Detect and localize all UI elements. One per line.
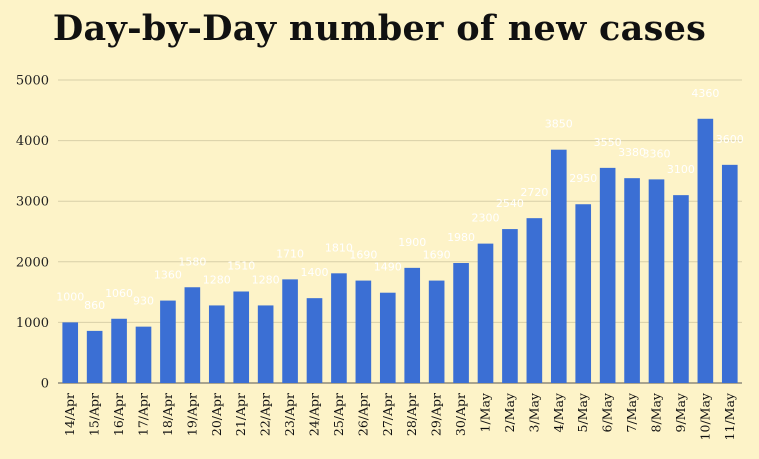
data-label: 1280 <box>203 273 231 286</box>
x-tick-label: 5/May <box>575 392 590 432</box>
x-tick-label: 18/Apr <box>160 393 175 436</box>
bar <box>160 300 176 383</box>
data-label: 1490 <box>374 261 402 274</box>
data-label: 3550 <box>594 136 622 149</box>
x-tick-label: 10/May <box>697 392 712 440</box>
data-label: 4360 <box>691 87 719 100</box>
bar <box>379 292 396 383</box>
x-tick-label: 25/Apr <box>331 393 346 436</box>
x-tick-label: 7/May <box>624 392 639 432</box>
data-label: 3100 <box>667 163 695 176</box>
data-label: 1810 <box>325 241 353 254</box>
x-tick-label: 30/Apr <box>453 393 468 436</box>
data-label: 1360 <box>154 269 182 282</box>
bar <box>184 287 201 383</box>
data-label: 1690 <box>423 249 451 262</box>
data-label: 1000 <box>56 290 84 303</box>
bar <box>721 164 738 383</box>
x-tick-label: 20/Apr <box>209 393 224 436</box>
bar <box>135 326 152 383</box>
bar <box>673 195 689 383</box>
data-label: 1280 <box>252 273 280 286</box>
x-tick-label: 6/May <box>600 392 615 432</box>
bar <box>62 322 79 383</box>
bar <box>697 118 714 383</box>
bar <box>550 149 567 383</box>
bar <box>453 263 469 383</box>
x-tick-label: 29/Apr <box>429 393 444 436</box>
x-tick-label: 16/Apr <box>111 393 126 436</box>
x-tick-label: 15/Apr <box>87 393 102 436</box>
x-tick-label: 4/May <box>551 392 566 432</box>
bar <box>575 204 592 383</box>
data-label: 1400 <box>301 266 329 279</box>
bar <box>331 273 347 383</box>
data-label: 3600 <box>716 133 744 146</box>
bar <box>526 218 543 383</box>
bar <box>257 305 274 383</box>
data-label: 2300 <box>472 212 500 225</box>
data-label: 3360 <box>643 147 671 160</box>
x-tick-label: 14/Apr <box>62 393 77 436</box>
y-tick-label: 5000 <box>16 74 49 89</box>
bar <box>404 267 421 383</box>
bar <box>355 280 372 383</box>
data-label: 3380 <box>618 146 646 159</box>
x-tick-label: 28/Apr <box>404 393 419 436</box>
x-tick-label: 17/Apr <box>136 393 151 436</box>
bar <box>624 178 640 383</box>
x-tick-label: 8/May <box>649 392 664 432</box>
data-label: 930 <box>133 295 154 308</box>
x-tick-label: 1/May <box>478 392 493 432</box>
x-tick-label: 23/Apr <box>282 393 297 436</box>
data-label: 3850 <box>545 118 573 131</box>
bar <box>208 305 225 383</box>
bar <box>233 291 250 383</box>
x-tick-label: 27/Apr <box>380 393 395 436</box>
y-tick-label: 3000 <box>16 195 49 210</box>
y-tick-label: 1000 <box>16 316 49 331</box>
bar <box>477 243 494 383</box>
data-label: 860 <box>84 299 105 312</box>
x-tick-label: 11/May <box>722 392 737 440</box>
data-label: 1580 <box>178 255 206 268</box>
x-tick-label: 3/May <box>526 392 541 432</box>
data-label: 1510 <box>227 259 255 272</box>
y-tick-label: 2000 <box>16 255 49 270</box>
x-tick-label: 21/Apr <box>233 393 248 436</box>
bar <box>428 280 445 383</box>
bar <box>282 279 298 383</box>
bar <box>648 179 665 383</box>
y-tick-label: 4000 <box>16 134 49 149</box>
data-label: 1900 <box>398 236 426 249</box>
data-label: 2720 <box>520 186 548 199</box>
x-tick-label: 19/Apr <box>184 393 199 436</box>
data-label: 2540 <box>496 197 524 210</box>
x-tick-label: 22/Apr <box>258 393 273 436</box>
x-tick-label: 26/Apr <box>355 393 370 436</box>
data-label: 1690 <box>349 249 377 262</box>
bar <box>86 330 103 383</box>
bar <box>306 298 323 383</box>
x-tick-label: 2/May <box>502 392 517 432</box>
data-label: 1980 <box>447 231 475 244</box>
x-tick-label: 9/May <box>673 392 688 432</box>
data-label: 1060 <box>105 287 133 300</box>
data-label: 2950 <box>569 172 597 185</box>
bar <box>502 229 518 383</box>
x-tick-label: 24/Apr <box>307 393 322 436</box>
data-label: 1710 <box>276 247 304 260</box>
bar <box>599 167 616 383</box>
bar <box>111 318 127 383</box>
chart-title: Day-by-Day number of new cases <box>52 8 707 49</box>
y-tick-label: 0 <box>41 377 49 392</box>
